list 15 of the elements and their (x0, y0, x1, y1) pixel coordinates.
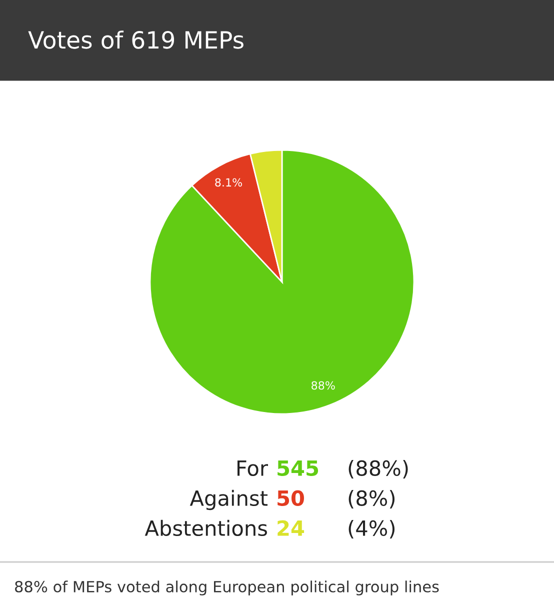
text: (8%) (348, 490, 395, 508)
text: 545 (278, 460, 318, 476)
pie-slice (149, 149, 415, 415)
data-label: 8.1% (215, 178, 242, 187)
data-label: 88% (312, 381, 335, 390)
text: 50 (278, 490, 304, 506)
text: Against (190, 490, 268, 510)
text: Abstentions (144, 520, 267, 536)
pie-slice (191, 153, 283, 283)
text: (4%) (348, 520, 395, 538)
text: 24 (278, 520, 304, 536)
text: (88%) (348, 460, 408, 478)
text: For (238, 460, 268, 476)
chart-title: Votes of 619 MEPs (28, 30, 244, 49)
text: 88% of MEPs voted along European political group lines (15, 580, 439, 596)
